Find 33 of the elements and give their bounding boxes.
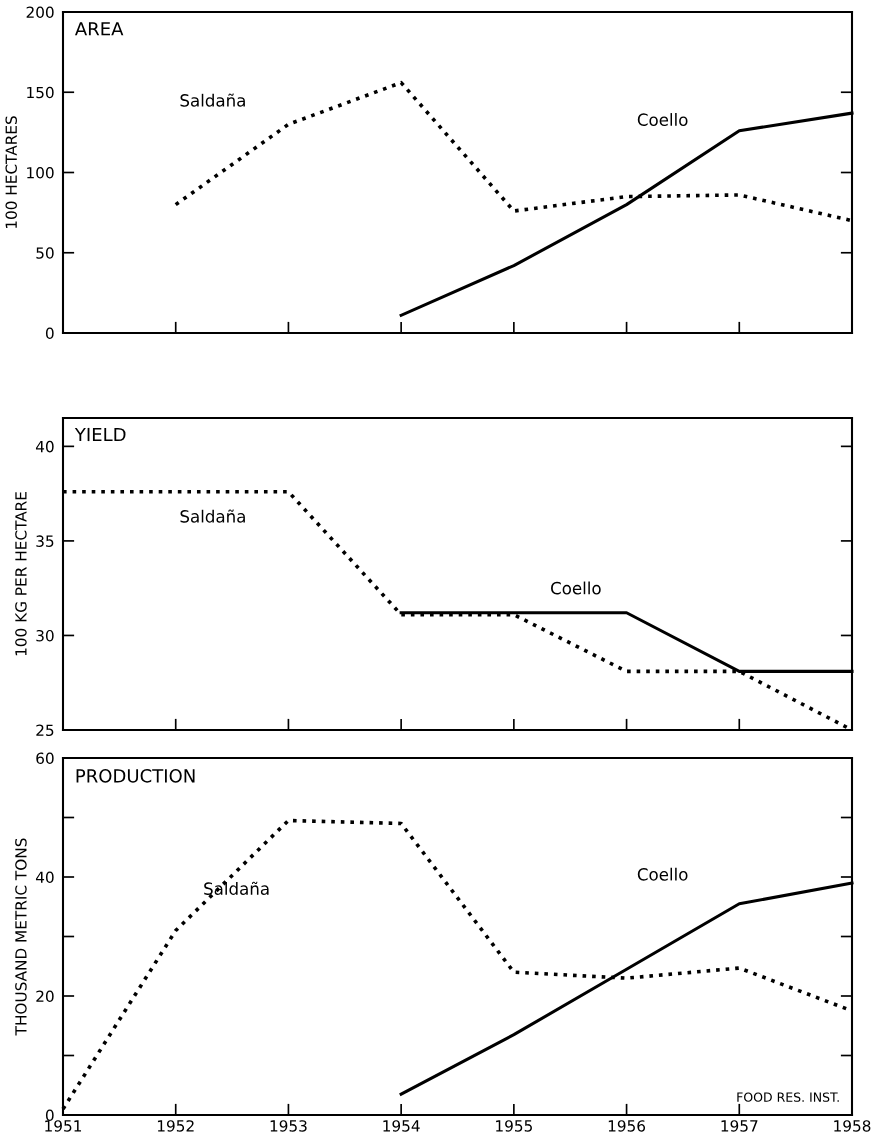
- annotation: Coello: [637, 113, 688, 126]
- annotation: Saldaña: [204, 881, 269, 895]
- y-tick-label: 150: [27, 86, 54, 99]
- y-tick-label: 0: [45, 327, 54, 340]
- x-tick-label: 1957: [721, 1120, 758, 1132]
- y-tick-label: 50: [36, 247, 54, 259]
- y-tick-label: 25: [36, 724, 54, 737]
- annotation: Coello: [637, 867, 688, 881]
- annotation: Saldaña: [180, 509, 245, 523]
- y-tick-label: 30: [36, 629, 54, 642]
- y-tick-label: 40: [35, 871, 54, 884]
- y-axis-title: 100 KG PER HECTARE: [15, 492, 27, 656]
- chart-title: PRODUCTION: [76, 769, 195, 783]
- chart-title: AREA: [74, 22, 124, 36]
- y-tick-label: 35: [36, 535, 54, 547]
- y-tick-label: 200: [26, 6, 54, 19]
- x-tick-label: 1958: [834, 1120, 871, 1132]
- annotation: Coello: [551, 581, 601, 595]
- x-tick-label: 1955: [496, 1120, 532, 1132]
- y-axis-title: 100 HECTARES: [5, 116, 17, 229]
- x-tick-label: 1952: [157, 1120, 194, 1132]
- y-tick-label: 100: [27, 166, 54, 179]
- y-axis-title: THOUSAND METRIC TONS: [15, 838, 27, 1036]
- x-tick-label: 1953: [270, 1120, 307, 1132]
- y-tick-label: 20: [36, 990, 54, 1003]
- annotation: FOOD RES. INST.: [737, 1092, 839, 1102]
- y-tick-label: 40: [35, 440, 54, 453]
- chart-title: YIELD: [74, 427, 126, 442]
- annotation: Saldaña: [180, 93, 245, 107]
- x-tick-label: 1956: [608, 1120, 646, 1132]
- y-tick-label: 60: [36, 752, 54, 765]
- x-tick-label: 1954: [383, 1120, 420, 1132]
- x-tick-label: 1951: [45, 1120, 82, 1132]
